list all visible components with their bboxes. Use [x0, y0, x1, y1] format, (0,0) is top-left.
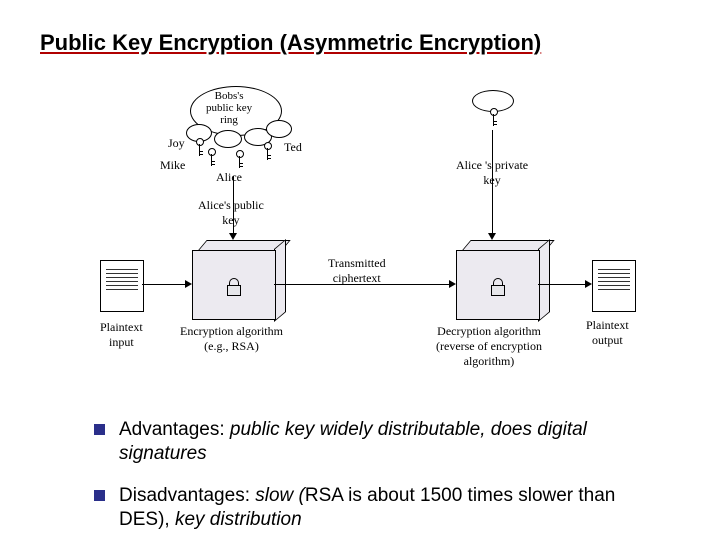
transmitted-ciphertext-label: Transmitted ciphertext	[328, 256, 386, 286]
plaintext-input-label: Plaintext input	[100, 320, 143, 350]
page-title: Public Key Encryption (Asymmetric Encryp…	[40, 30, 541, 56]
encryption-algo-label: Encryption algorithm (e.g., RSA)	[180, 324, 283, 354]
decryption-algo-label: Decryption algorithm (reverse of encrypt…	[436, 324, 542, 369]
lock-icon	[490, 278, 504, 294]
key-icon	[204, 148, 218, 166]
arrowhead-icon	[488, 233, 496, 240]
bullet-text: Disadvantages: slow (RSA is about 1500 t…	[119, 484, 654, 532]
ring-bump	[266, 120, 292, 138]
key-icon	[232, 150, 246, 168]
plaintext-output-label: Plaintext output	[586, 318, 629, 348]
arrow-dec-to-plain	[538, 284, 586, 285]
encryption-diagram: Bobs's public key ring Joy Mike Alice Ted Ali…	[100, 80, 640, 360]
bullet-square-icon	[94, 490, 105, 501]
ted-label: Ted	[284, 140, 302, 155]
alices-private-key-label: Alice 's private key	[456, 158, 528, 188]
mike-label: Mike	[160, 158, 185, 173]
arrowhead-icon	[585, 280, 592, 288]
arrowhead-icon	[449, 280, 456, 288]
arrowhead-icon	[229, 233, 237, 240]
plaintext-output-page	[592, 260, 636, 312]
plaintext-input-page	[100, 260, 144, 312]
arrowhead-icon	[185, 280, 192, 288]
bullet-text: Advantages: public key widely distributa…	[119, 418, 654, 466]
bullet-square-icon	[94, 424, 105, 435]
key-ring-label: Bobs's public key ring	[206, 90, 252, 126]
arrow-plain-to-enc	[142, 284, 186, 285]
alice-label: Alice	[216, 170, 242, 185]
alices-public-key-label: Alice's public key	[198, 198, 264, 228]
bullet-item: Advantages: public key widely distributa…	[94, 418, 654, 466]
key-icon	[260, 142, 274, 160]
joy-label: Joy	[168, 136, 185, 151]
key-icon	[486, 108, 500, 126]
bullet-item: Disadvantages: slow (RSA is about 1500 t…	[94, 484, 654, 532]
lock-icon	[226, 278, 240, 294]
ring-bump	[214, 130, 242, 148]
